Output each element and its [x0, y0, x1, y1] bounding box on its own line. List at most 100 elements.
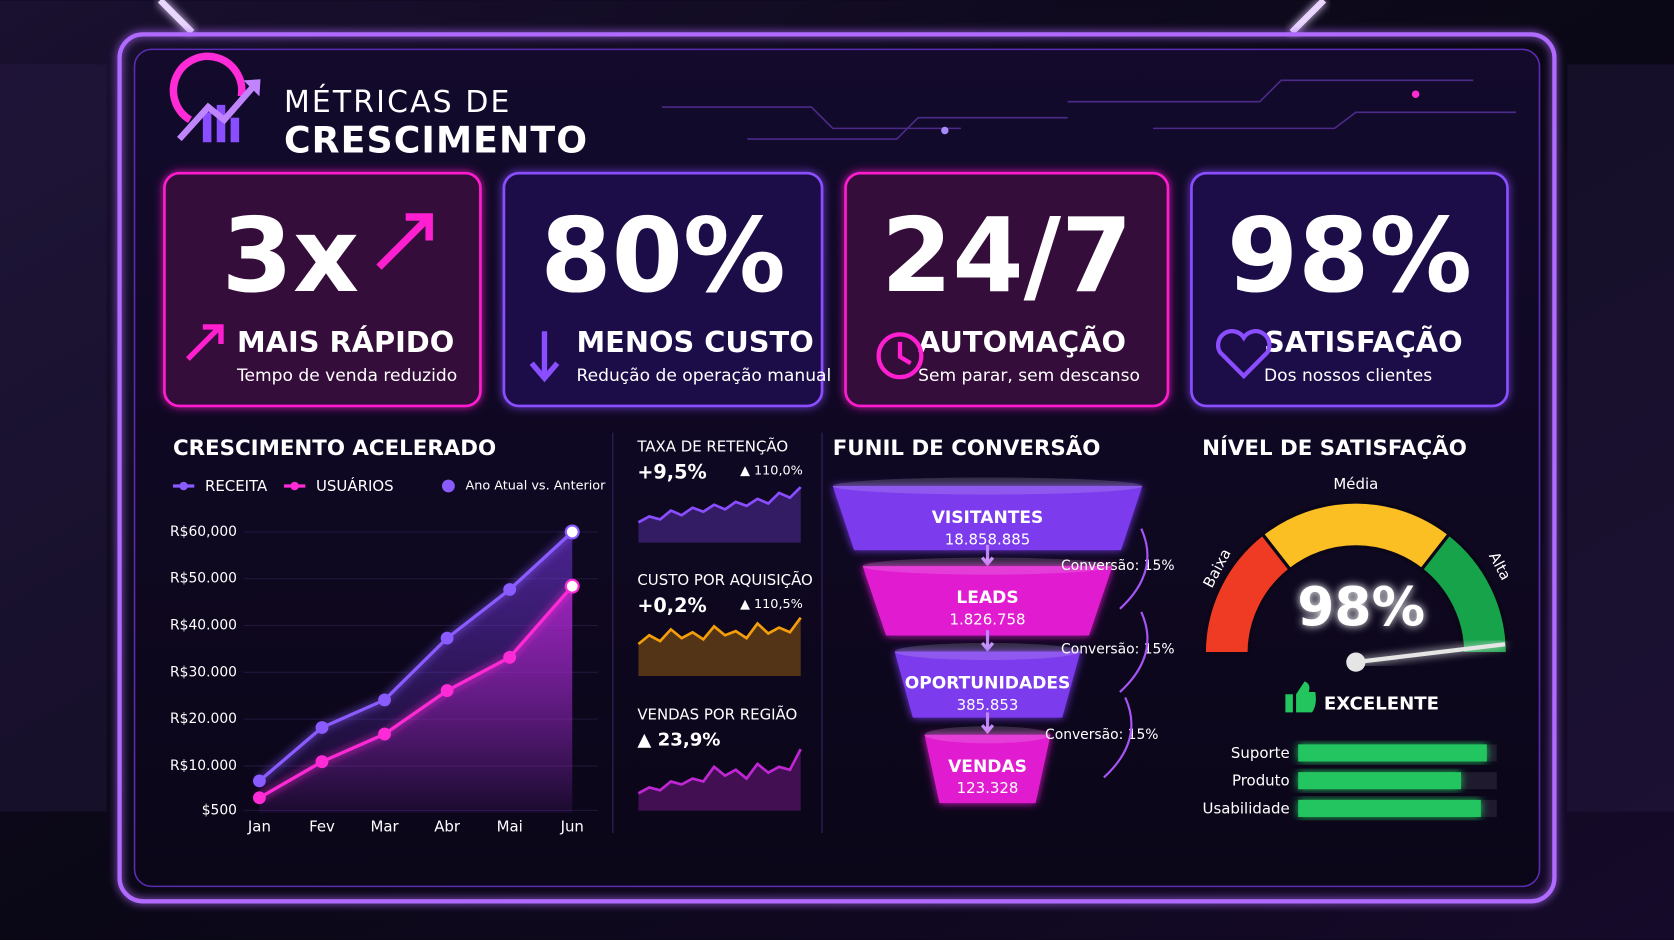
bar [1298, 744, 1487, 762]
conversion-arrow [1119, 528, 1149, 610]
circuit-lines [661, 79, 1516, 140]
logo-icon [169, 52, 261, 143]
funnel-label: VENDAS [948, 757, 1027, 777]
gauge-value: 98% [1297, 575, 1425, 638]
bar-label: Suporte [1231, 744, 1290, 762]
y-tick-label: R$40.000 [170, 618, 237, 634]
conversion-label: Conversão: 15% [1045, 727, 1158, 743]
spark-trend: ▲ 23,9% [637, 730, 720, 751]
x-tick-label: Jun [560, 818, 584, 836]
funnel-label: LEADS [956, 588, 1018, 608]
circuit-dot [1411, 90, 1420, 98]
gauge-hub [1346, 652, 1366, 672]
funnel-arrow [980, 544, 995, 567]
funnel-rim [832, 477, 1143, 495]
spark-title: TAXA DE RETENÇÃO [636, 438, 788, 456]
series-point [378, 727, 391, 741]
x-tick-label: Mar [370, 818, 399, 836]
kpi-value: 24/7 [881, 197, 1132, 316]
legend-label: USUÁRIOS [316, 477, 394, 495]
down-arrow-icon [529, 331, 560, 383]
kpi-card [163, 171, 482, 408]
spark-line [637, 616, 802, 646]
funnel-label: VISITANTES [932, 508, 1044, 528]
series-point [315, 721, 329, 734]
kpi-label: MAIS RÁPIDO [237, 325, 454, 359]
funnel-stage [924, 734, 1051, 804]
bar [1298, 772, 1462, 790]
conversion-label: Conversão: 15% [1061, 558, 1174, 574]
kpi-caption: Dos nossos clientes [1264, 366, 1432, 386]
spark-trend: ▲ 110,0% [740, 464, 803, 479]
gauge-zone [1419, 531, 1510, 656]
clock-icon [876, 332, 924, 380]
legend-label: RECEITA [205, 477, 268, 495]
conversion-label: Conversão: 15% [1061, 641, 1174, 657]
funnel-arrow [980, 630, 995, 652]
arrow-icon [186, 324, 224, 361]
kpi-label: AUTOMAÇÃO [918, 325, 1126, 359]
heart-icon [1215, 329, 1272, 380]
spark-trend: ▲ 110,5% [740, 597, 803, 612]
x-tick-label: Abr [434, 818, 461, 836]
funnel-value: 18.858.885 [945, 530, 1031, 548]
zone-label: Média [1333, 475, 1378, 493]
funnel-stage [894, 651, 1081, 718]
series-point [253, 774, 266, 788]
clock-hands [897, 341, 912, 366]
gauge-rating: EXCELENTE [1324, 693, 1439, 714]
arrow-icon [376, 213, 433, 270]
kpi-value: 3x [222, 197, 359, 316]
note-dot [441, 479, 455, 493]
ceiling-light [157, 0, 195, 35]
spark-title: VENDAS POR REGIÃO [637, 705, 797, 723]
y-tick-label: R$50.000 [170, 571, 237, 587]
spark-line [637, 486, 802, 524]
y-tick-label: R$30.000 [170, 664, 237, 680]
spark-change: +9,5% [637, 461, 706, 484]
chart-title: CRESCIMENTO ACELERADO [173, 436, 496, 461]
series-point [378, 693, 391, 707]
bar [1298, 799, 1481, 817]
ceiling-light [1289, 0, 1327, 35]
y-tick-label: R$20.000 [170, 711, 237, 727]
bar-label: Usabilidade [1203, 799, 1290, 817]
x-tick-label: Fev [309, 818, 335, 836]
legend-dot [179, 481, 188, 491]
window-right [1567, 64, 1674, 812]
funnel-title: FUNIL DE CONVERSÃO [833, 435, 1101, 461]
series-point [503, 650, 517, 664]
kpi-caption: Tempo de venda reduzido [236, 366, 457, 386]
funnel-stage [862, 566, 1113, 636]
funnel-rim [862, 557, 1113, 575]
gauge-needle [1355, 642, 1506, 665]
series-point [564, 578, 580, 594]
funnel-arrow [980, 712, 995, 735]
kpi-value: 80% [540, 197, 785, 316]
spark-area [638, 749, 801, 811]
spark-title: CUSTO POR AQUISIÇÃO [637, 571, 812, 589]
series-point [440, 631, 454, 645]
series-point [440, 684, 454, 697]
y-tick-label: $500 [202, 802, 237, 818]
x-tick-label: Mai [497, 818, 523, 836]
kpi-card [502, 171, 824, 408]
y-tick-label: R$60,000 [170, 524, 237, 540]
y-tick-label: R$10.000 [170, 758, 237, 774]
conversion-arrow [1119, 611, 1149, 693]
funnel-rim [924, 726, 1051, 744]
kpi-label: MENOS CUSTO [577, 325, 814, 359]
kpi-label: SATISFAÇÃO [1264, 325, 1463, 359]
spark-change: +0,2% [637, 594, 706, 617]
spark-line [637, 748, 802, 795]
series-point [564, 524, 580, 540]
thumb-icon [1285, 681, 1316, 713]
spark-area [638, 617, 801, 677]
series-line [258, 585, 574, 800]
series-point [315, 755, 329, 769]
funnel-rim [894, 642, 1081, 661]
series-line [258, 530, 574, 783]
legend-dot [290, 481, 299, 491]
